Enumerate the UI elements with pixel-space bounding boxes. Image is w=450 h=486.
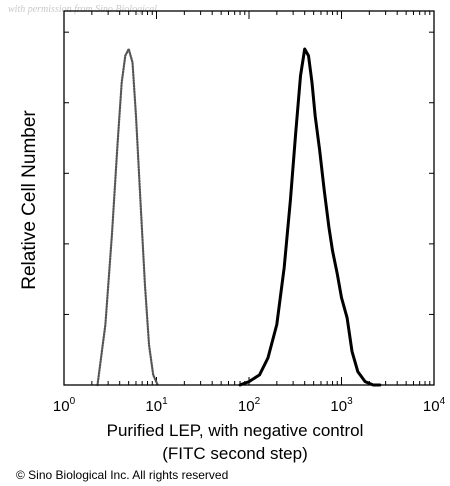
watermark-text: with permission from Sino Biological [8,4,158,15]
x-axis-tick-labels: 100 101 102 103 104 [53,396,446,415]
x-axis-label: Purified LEP, with negative control [106,421,364,440]
histogram-series-1 [96,47,159,387]
x-tick-label: 104 [423,396,446,415]
y-axis-ticks [64,31,434,315]
series-layer [64,47,434,387]
x-tick-label: 101 [145,396,168,415]
x-tick-label: 102 [238,396,261,415]
x-axis-label-line2: (FITC second step) [162,444,308,463]
x-axis-ticks [63,11,435,385]
copyright-text: © Sino Biological Inc. All rights reserv… [16,468,229,482]
x-tick-label: 103 [330,396,353,415]
histogram-series-2 [238,47,382,387]
x-tick-label: 100 [53,396,76,415]
plot-frame [63,10,435,386]
